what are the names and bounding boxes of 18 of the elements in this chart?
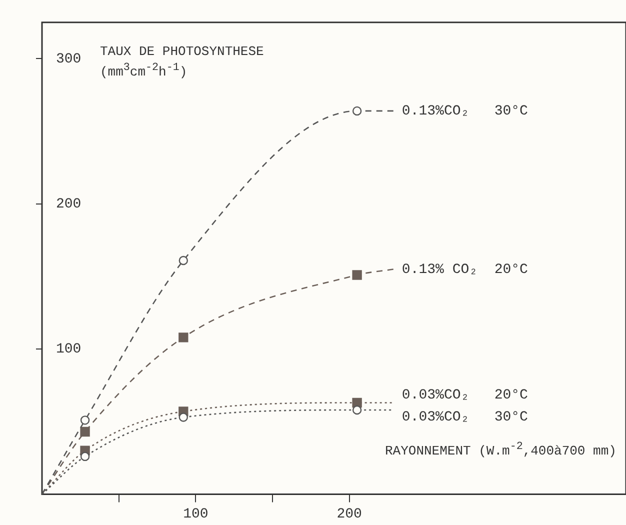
y-axis-title: TAUX DE PHOTOSYNTHESE (mm$^{3}$cm$^{-2}$h$^{-1}$) <box>100 44 265 82</box>
series-label: 0.13%CO₂ 30°C <box>402 104 528 120</box>
point <box>80 452 90 462</box>
series-label: 0.03%CO₂ 20°C <box>402 387 528 404</box>
series-label: 0.13% CO₂ 20°C <box>402 262 528 278</box>
y-tick-label: 300 <box>56 51 82 68</box>
point <box>178 256 188 266</box>
x-axis-title: RAYONNEMENT (W.m$^{-2}$,400à700 mm) <box>385 440 618 460</box>
point <box>352 106 362 116</box>
point <box>80 426 90 437</box>
y-tick-label: 100 <box>56 342 82 358</box>
point <box>80 416 90 425</box>
point <box>352 270 362 280</box>
point <box>178 332 188 342</box>
series-label: 0.03%CO₂ 30°C <box>402 410 528 426</box>
point <box>352 405 362 415</box>
point <box>178 412 188 422</box>
y-tick-label: 200 <box>56 196 82 213</box>
